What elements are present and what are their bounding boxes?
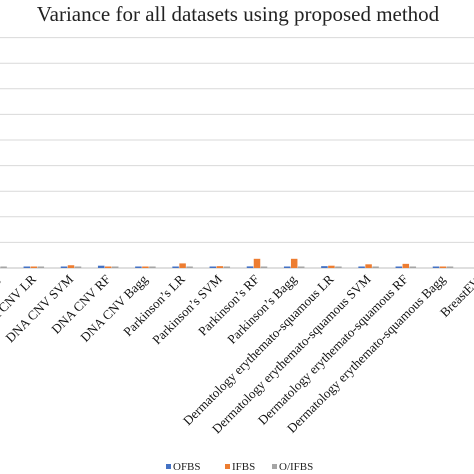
bar-ofbs-4 xyxy=(135,266,142,268)
bar-o-ifbs-0 xyxy=(0,266,7,268)
bar-ifbs-2 xyxy=(67,265,75,268)
bar-ifbs-3 xyxy=(104,266,112,268)
bar-o-ifbs-9 xyxy=(335,266,342,268)
legend: OFBS IFBS O/IFBS xyxy=(166,461,313,473)
bar-o-ifbs-12 xyxy=(446,266,454,268)
bar-ofbs-2 xyxy=(60,266,68,268)
bars xyxy=(0,258,454,268)
bar-o-ifbs-3 xyxy=(111,266,119,268)
legend-swatch-ofbs xyxy=(166,464,171,469)
bar-ofbs-5 xyxy=(172,266,179,268)
bar-ifbs-7 xyxy=(253,258,261,268)
chart-title: Variance for all datasets using proposed… xyxy=(37,2,440,26)
bar-ofbs-10 xyxy=(358,266,365,268)
bar-ofbs-11 xyxy=(395,266,403,268)
bar-o-ifbs-10 xyxy=(372,266,379,268)
bar-ifbs-1 xyxy=(30,266,38,268)
legend-swatch-ifbs xyxy=(225,464,230,469)
bar-ifbs-4 xyxy=(142,266,149,268)
bar-o-ifbs-11 xyxy=(409,266,417,268)
bar-o-ifbs-7 xyxy=(260,266,268,268)
bar-ifbs-10 xyxy=(365,264,372,268)
bar-ifbs-9 xyxy=(328,265,335,268)
bar-o-ifbs-2 xyxy=(74,266,82,268)
bar-o-ifbs-6 xyxy=(223,266,231,268)
bar-ifbs-6 xyxy=(216,266,224,268)
bar-o-ifbs-8 xyxy=(297,266,305,268)
bar-ifbs-12 xyxy=(439,266,447,268)
gridlines xyxy=(0,37,474,243)
bar-ofbs-8 xyxy=(283,266,291,268)
bar-o-ifbs-5 xyxy=(186,266,193,268)
bar-ifbs-11 xyxy=(402,263,410,268)
legend-swatch-o-ifbs xyxy=(272,464,277,469)
bar-ifbs-5 xyxy=(179,263,186,268)
bar-ofbs-12 xyxy=(432,266,440,268)
legend-label-o-ifbs: O/IFBS xyxy=(279,461,313,473)
legend-label-ifbs: IFBS xyxy=(232,461,255,473)
bar-ifbs-8 xyxy=(290,258,298,268)
bar-ofbs-1 xyxy=(23,266,31,268)
bar-o-ifbs-1 xyxy=(37,266,45,268)
bar-ofbs-7 xyxy=(246,266,254,268)
bar-o-ifbs-4 xyxy=(149,266,156,268)
legend-label-ofbs: OFBS xyxy=(173,461,201,473)
bar-ofbs-9 xyxy=(321,266,328,268)
bar-ofbs-6 xyxy=(209,266,217,268)
bar-ofbs-3 xyxy=(97,265,105,268)
